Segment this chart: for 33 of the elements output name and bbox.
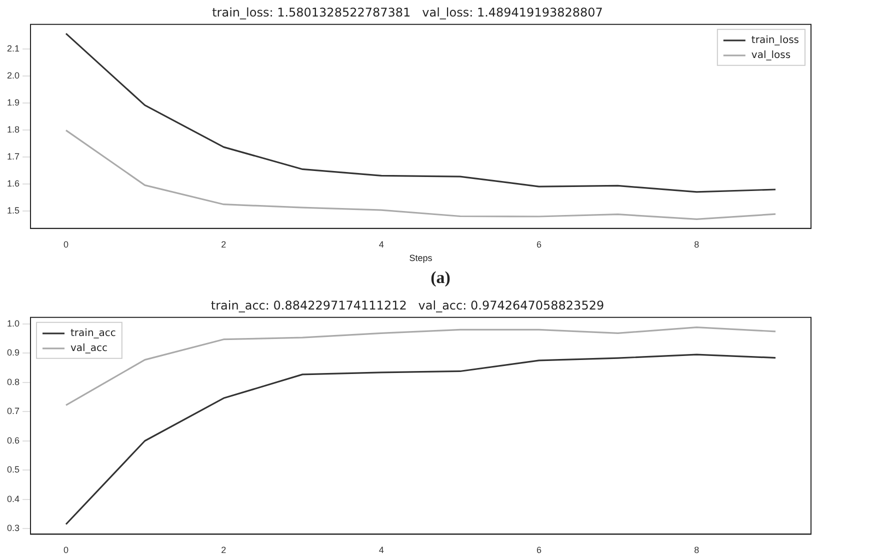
x-tick-label: 2 — [221, 545, 226, 556]
y-tick-label: 0.4 — [6, 494, 20, 504]
y-tick-label: 1.5 — [6, 206, 20, 216]
text: (a) — [430, 268, 452, 288]
y-tick-label: 0.9 — [6, 348, 20, 358]
x-axis-title: Steps — [409, 253, 433, 264]
y-tick-label: 1.8 — [6, 124, 20, 135]
x-tick-label: 8 — [694, 545, 700, 556]
x-tick-label: 8 — [694, 239, 700, 250]
y-tick-label: 0.7 — [6, 406, 20, 416]
y-tick-label: 1.7 — [6, 152, 20, 162]
chart-title: train_acc: 0.8842297174111212 val_acc: 0.9742647058823529 — [210, 298, 604, 312]
legend-label: train_loss — [751, 34, 799, 46]
y-tick-label: 1.9 — [6, 98, 20, 108]
x-tick-label: 0 — [63, 239, 68, 250]
legend-label: train_acc — [70, 328, 116, 339]
chart-title: train_loss: 1.5801328522787381 val_loss: 1.489419193828807 — [212, 5, 603, 20]
x-tick-label: 4 — [378, 545, 384, 556]
y-tick-label: 2.1 — [6, 43, 20, 54]
y-tick-label: 0.3 — [6, 523, 20, 534]
x-tick-label: 6 — [536, 545, 542, 556]
x-tick-label: 2 — [221, 239, 226, 250]
x-tick-label: 6 — [536, 239, 542, 250]
y-tick-label: 0.8 — [6, 376, 20, 387]
y-tick-label: 2.0 — [6, 70, 20, 80]
y-tick-label: 1.6 — [6, 178, 20, 189]
legend-label: val_acc — [70, 342, 108, 354]
y-tick-label: 0.6 — [6, 435, 20, 446]
x-tick-label: 0 — [63, 545, 68, 556]
y-tick-label: 0.5 — [6, 464, 20, 475]
legend-label: val_loss — [751, 50, 791, 61]
x-tick-label: 4 — [378, 239, 384, 250]
y-tick-label: 1.0 — [6, 318, 20, 328]
